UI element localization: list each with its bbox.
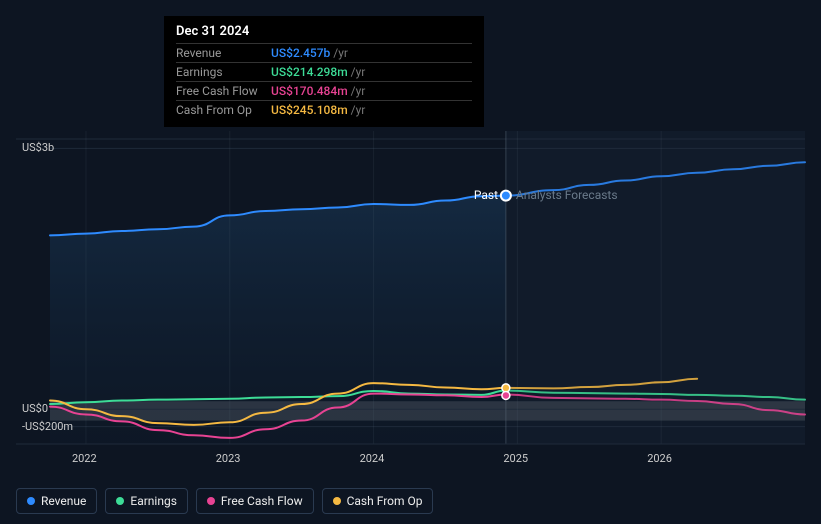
x-axis-label: 2025: [503, 452, 528, 465]
tooltip-value: US$214.298m: [271, 65, 348, 79]
financial-chart: -US$200m US$0 US$3b 2022 2023 2024 2025 …: [0, 0, 821, 524]
y-axis-label: -US$200m: [22, 420, 73, 433]
tooltip-unit: /yr: [351, 84, 366, 98]
x-axis-label: 2024: [360, 452, 385, 465]
y-axis-label: US$3b: [22, 141, 54, 154]
legend-dot-icon: [333, 497, 341, 505]
legend-label: Free Cash Flow: [221, 494, 303, 508]
past-label: Past: [474, 188, 498, 202]
tooltip-unit: /yr: [351, 103, 366, 117]
tooltip-row-revenue: Revenue US$2.457b /yr: [176, 43, 472, 62]
tooltip-value: US$170.484m: [271, 84, 348, 98]
tooltip-label: Revenue: [176, 46, 271, 60]
legend-item-fcf[interactable]: Free Cash Flow: [196, 488, 314, 514]
tooltip-row-cfo: Cash From Op US$245.108m /yr: [176, 100, 472, 119]
chart-tooltip: Dec 31 2024 Revenue US$2.457b /yr Earnin…: [164, 16, 484, 127]
tooltip-label: Free Cash Flow: [176, 84, 271, 98]
y-axis-label: US$0: [22, 402, 48, 415]
tooltip-row-fcf: Free Cash Flow US$170.484m /yr: [176, 81, 472, 100]
legend-label: Revenue: [41, 494, 86, 508]
legend-item-earnings[interactable]: Earnings: [105, 488, 188, 514]
legend-item-cfo[interactable]: Cash From Op: [322, 488, 434, 514]
x-axis-label: 2023: [216, 452, 241, 465]
tooltip-label: Earnings: [176, 65, 271, 79]
legend-label: Cash From Op: [347, 494, 423, 508]
x-axis-label: 2026: [647, 452, 672, 465]
legend-item-revenue[interactable]: Revenue: [16, 488, 97, 514]
tooltip-label: Cash From Op: [176, 103, 271, 117]
legend-dot-icon: [207, 497, 215, 505]
tooltip-unit: /yr: [351, 65, 366, 79]
tooltip-value: US$2.457b: [271, 46, 330, 60]
legend-label: Earnings: [130, 494, 177, 508]
forecast-label: Analysts Forecasts: [516, 188, 618, 202]
tooltip-value: US$245.108m: [271, 103, 348, 117]
x-axis-label: 2022: [72, 452, 97, 465]
legend-dot-icon: [116, 497, 124, 505]
tooltip-date: Dec 31 2024: [176, 24, 472, 43]
tooltip-row-earnings: Earnings US$214.298m /yr: [176, 62, 472, 81]
legend-dot-icon: [27, 497, 35, 505]
tooltip-unit: /yr: [333, 46, 348, 60]
chart-legend: Revenue Earnings Free Cash Flow Cash Fro…: [16, 488, 433, 514]
